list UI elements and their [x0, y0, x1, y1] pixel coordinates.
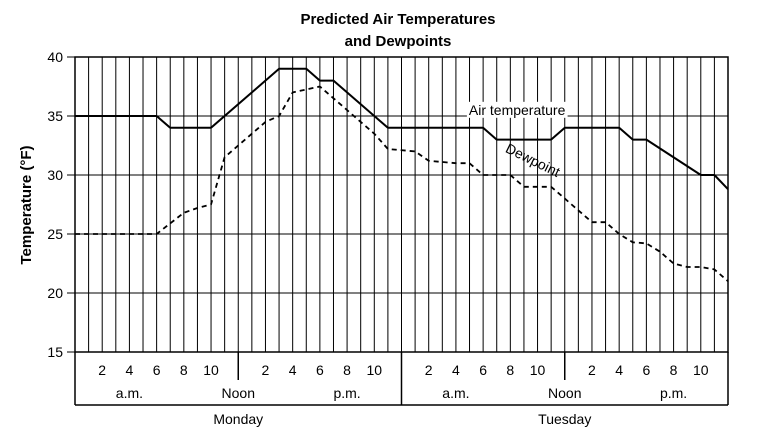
period-label: a.m. [116, 385, 143, 401]
x-tick-label: 8 [670, 362, 678, 378]
chart-title-line-1: Predicted Air Temperatures [300, 11, 495, 28]
x-tick-label: 2 [588, 362, 596, 378]
x-tick-label: 8 [506, 362, 514, 378]
x-tick-label: 10 [530, 362, 546, 378]
period-label: Noon [548, 385, 581, 401]
x-tick-label: 8 [343, 362, 351, 378]
x-tick-label: 4 [126, 362, 134, 378]
dewpoint-line [75, 85, 729, 282]
y-axis-ticks: 15 20 25 30 35 40 [47, 49, 75, 360]
dewpoint-label: Dewpoint [503, 140, 563, 180]
y-tick-label: 20 [47, 285, 63, 301]
annotations: Air temperature Dewpoint [466, 101, 568, 180]
x-axis: 2 4 6 8 10 2 4 6 8 10 2 4 6 8 10 2 4 6 8 10 a.m. Noon p.m. a.m.… [74, 352, 729, 427]
day-label: Tuesday [538, 411, 591, 427]
period-label: Noon [222, 385, 255, 401]
annotation-backing [466, 101, 568, 118]
x-tick-label: 4 [289, 362, 297, 378]
y-axis-label: Temperature (°F) [18, 145, 35, 264]
x-tick-label: 10 [693, 362, 709, 378]
grid [67, 56, 729, 353]
air-temperature-label: Air temperature [469, 102, 566, 118]
day-label: Monday [213, 411, 263, 427]
chart-title-line-2: and Dewpoints [345, 33, 452, 50]
x-tick-label: 6 [479, 362, 487, 378]
y-tick-label: 30 [47, 167, 63, 183]
x-tick-label: 6 [153, 362, 161, 378]
period-label: a.m. [442, 385, 469, 401]
x-tick-label: 6 [642, 362, 650, 378]
y-tick-label: 15 [47, 344, 63, 360]
x-tick-label: 2 [262, 362, 270, 378]
air-temperature-line [75, 67, 729, 190]
x-tick-label: 2 [425, 362, 433, 378]
x-tick-label: 4 [615, 362, 623, 378]
series-group [75, 67, 729, 282]
x-tick-label: 8 [180, 362, 188, 378]
x-tick-label: 10 [203, 362, 219, 378]
y-tick-label: 25 [47, 226, 63, 242]
x-tick-label: 4 [452, 362, 460, 378]
x-tick-label: 2 [98, 362, 106, 378]
y-tick-label: 35 [47, 108, 63, 124]
x-tick-label: 10 [367, 362, 383, 378]
y-tick-label: 40 [47, 49, 63, 65]
period-label: p.m. [333, 385, 360, 401]
period-label: p.m. [660, 385, 687, 401]
chart-title: Predicted Air Temperatures and Dewpoints [300, 11, 495, 50]
x-tick-label: 6 [316, 362, 324, 378]
